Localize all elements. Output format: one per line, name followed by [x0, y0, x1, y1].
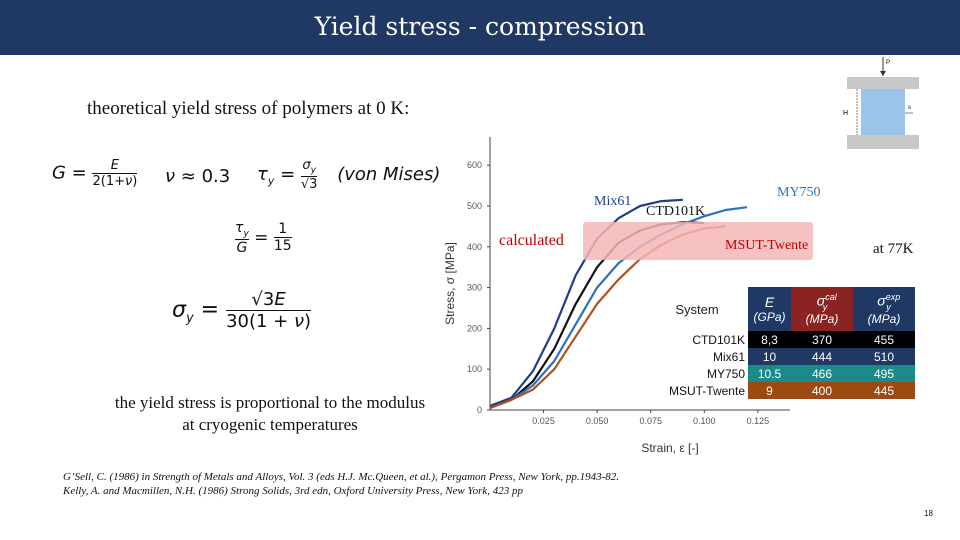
cell-modulus: 10 [748, 348, 791, 365]
equation-shear-modulus: G = E 2(1+ν) [52, 158, 138, 189]
equation-von-mises: τy = σy √3 (von Mises) [257, 158, 441, 192]
calculated-label: calculated [499, 232, 564, 249]
von-mises-label: (von Mises) [337, 163, 441, 185]
exp-symbol: σexpy [877, 292, 901, 312]
x-tick-label: 0.125 [747, 416, 770, 426]
series-label-mix61: Mix61 [594, 194, 632, 209]
equation-poisson: ν ≈ 0.3 [165, 166, 231, 187]
calc-symbol: σcaly [816, 292, 837, 312]
cell-system: Mix61 [712, 349, 745, 364]
series-line-my750 [489, 206, 748, 410]
cell-calculated: 444 [791, 348, 853, 365]
load-label: P [886, 60, 890, 66]
exp-unit: (MPa) [867, 311, 901, 326]
x-axis-label: Strain, ε [-] [641, 441, 698, 455]
cell-calculated: 400 [791, 382, 853, 399]
cell-modulus: 10.5 [748, 365, 791, 382]
slide-title: Yield stress - compression [314, 12, 646, 41]
page-number: 18 [924, 509, 933, 518]
cell-modulus: 9 [748, 382, 791, 399]
cell-calculated: 370 [791, 331, 853, 348]
lower-platen [847, 135, 919, 149]
table-row: Mix61 10 444 510 [646, 348, 915, 365]
table-row: MSUT-Twente 9 400 445 [646, 382, 915, 399]
y-tick-label: 500 [467, 201, 482, 211]
series-label-my750: MY750 [777, 185, 821, 200]
table-header-modulus: E (GPa) [748, 287, 791, 331]
series-label-ctd101k: CTD101K [646, 204, 706, 219]
equation-ratio: τy G = 1 15 [235, 220, 292, 256]
x-tick-label: 0.050 [586, 416, 609, 426]
y-tick-label: 200 [467, 323, 482, 333]
x-tick-label: 0.100 [693, 416, 716, 426]
specimen [861, 89, 905, 135]
load-arrow-head [880, 71, 886, 76]
table-header-experimental: σexpy (MPa) [853, 287, 915, 331]
subtitle: theoretical yield stress of polymers at … [87, 98, 410, 119]
upper-platen [847, 77, 919, 89]
title-bar: Yield stress - compression [0, 0, 960, 55]
y-tick-label: 400 [467, 242, 482, 252]
modulus-unit: (GPa) [753, 310, 786, 324]
y-tick-label: 600 [467, 160, 482, 170]
compression-specimen-diagram: P H s [843, 57, 919, 149]
table-row: MY750 10.5 466 495 [646, 365, 915, 382]
modulus-symbol: E [764, 294, 775, 310]
cell-experimental: 445 [853, 382, 915, 399]
references: G’Sell, C. (1986) in Strength of Metals … [63, 470, 619, 498]
series-label-msut-twente: MSUT-Twente [725, 238, 809, 253]
calculated-highlight [583, 222, 813, 260]
note-line-1: the yield stress is proportional to the … [114, 393, 426, 412]
note-text: the yield stress is proportional to the … [70, 392, 470, 436]
x-tick-label: 0.025 [532, 416, 555, 426]
cell-modulus: 8,3 [748, 331, 791, 348]
temperature-label: at 77K [873, 241, 914, 257]
table-row: CTD101K 8,3 370 455 [646, 331, 915, 348]
reference-2: Kelly, A. and Macmillen, N.H. (1986) Str… [63, 485, 524, 497]
cell-experimental: 455 [853, 331, 915, 348]
cell-system: MSUT-Twente [668, 383, 745, 398]
y-tick-label: 0 [477, 405, 482, 415]
height-label: H [843, 110, 848, 117]
cell-experimental: 495 [853, 365, 915, 382]
equation-yield-stress: σy = √3E 30(1 + ν) [172, 289, 312, 332]
cell-calculated: 466 [791, 365, 853, 382]
table-header-calculated: σcaly (MPa) [791, 287, 853, 331]
strain-label: s [908, 105, 911, 111]
y-axis-label: Stress, σ [MPa] [443, 242, 457, 325]
x-tick-label: 0.075 [639, 416, 662, 426]
y-tick-label: 100 [467, 364, 482, 374]
material-properties-table: System E (GPa) σcaly (MPa) σexpy (MPa) C… [646, 287, 915, 399]
table-header-system: System [646, 287, 748, 331]
cell-system: CTD101K [692, 332, 745, 347]
calc-unit: (MPa) [805, 311, 839, 326]
cell-experimental: 510 [853, 348, 915, 365]
note-line-2: at cryogenic temperatures [182, 415, 358, 434]
reference-1: G’Sell, C. (1986) in Strength of Metals … [63, 471, 620, 483]
y-tick-label: 300 [467, 283, 482, 293]
cell-system: MY750 [706, 366, 745, 381]
